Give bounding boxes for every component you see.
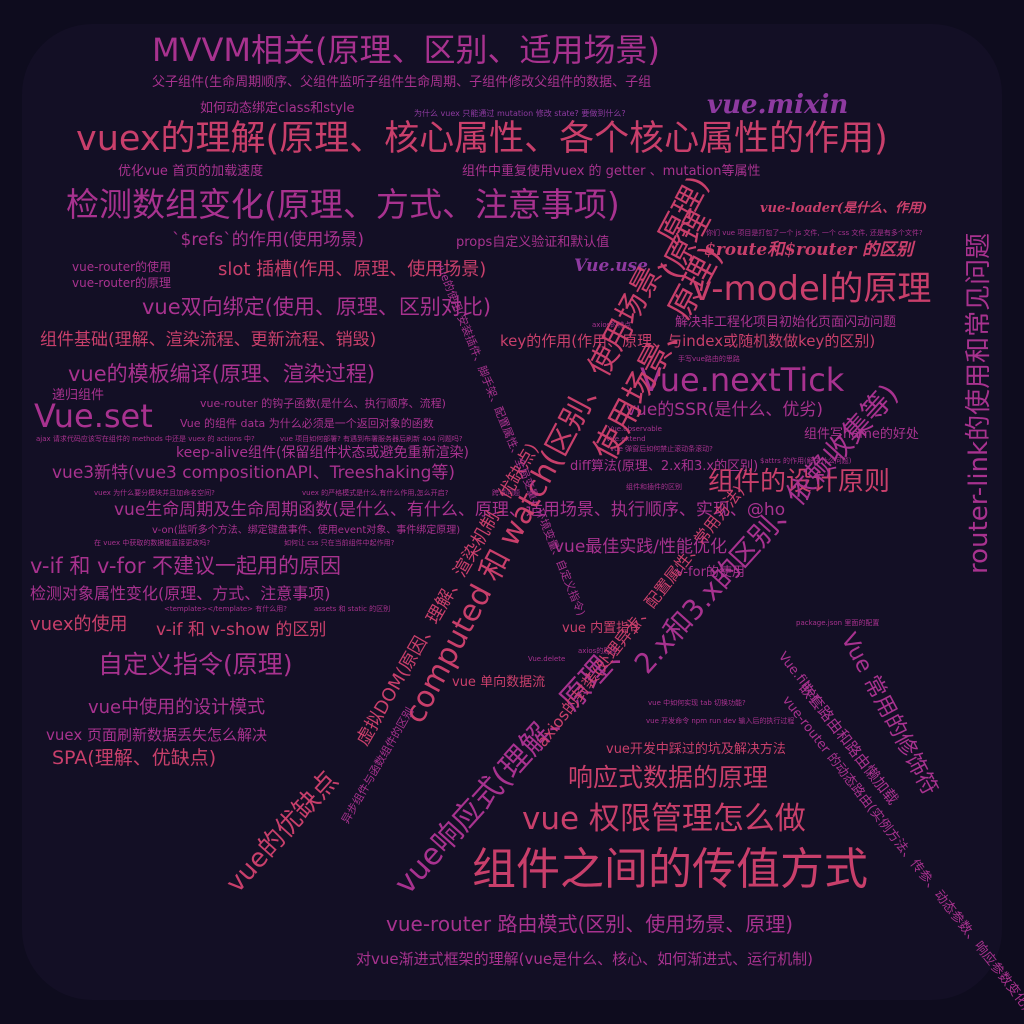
cloud-word: `$refs`的作用(使用场景) (172, 230, 364, 250)
cloud-word: props自定义验证和默认值 (456, 235, 610, 250)
cloud-word: $attrs 的作用(解决什么问题) (760, 457, 852, 465)
cloud-word: 响应式数据的原理 (568, 763, 769, 792)
cloud-word: diff算法(原理、2.x和3.x的区别) (570, 459, 759, 474)
cloud-word: 对vue渐进式框架的理解(vue是什么、核心、如何渐进式、运行机制) (356, 950, 813, 968)
cloud-word: 检测数组变化(原理、方式、注意事项) (66, 185, 620, 224)
cloud-word: vue的模板编译(原理、渲染过程) (68, 362, 376, 386)
cloud-word: 自定义指令(原理) (98, 650, 293, 679)
cloud-word: v-if 和 v-for 不建议一起用的原因 (30, 554, 342, 578)
rotated-word: router-link的使用和常见问题 (964, 232, 994, 574)
cloud-word: vue最佳实践/性能优化 (554, 537, 728, 557)
cloud-word: MVVM相关(原理、区别、适用场景) (152, 31, 660, 69)
cloud-word: Vue.extend (606, 435, 646, 443)
cloud-panel (22, 24, 1002, 1000)
cloud-word: Vue.set (34, 397, 153, 435)
cloud-word: vuex 页面刷新数据丢失怎么解决 (46, 726, 267, 744)
cloud-word: vue 项目如何部署? 有遇到布署服务器后刷新 404 问题吗? (280, 435, 463, 443)
cloud-word: v-model的原理 (692, 269, 932, 309)
cloud-word: vuex的使用 (30, 614, 128, 635)
cloud-word: vue的SSR(是什么、优劣) (626, 400, 823, 420)
cloud-word: vue-loader(是什么、作用) (760, 201, 928, 216)
cloud-word: keep-alive组件(保留组件状态或避免重新渲染) (176, 445, 469, 461)
cloud-word: vue生命周期及生命周期函数(是什么、有什么、原理、适用场景、执行顺序、实现、@… (114, 500, 786, 520)
cloud-word: 手写vue路由的思路 (678, 355, 740, 363)
cloud-word: vue-router的原理 (72, 276, 172, 290)
cloud-word: key的作用(作用、原理、与index或随机数做key的区别) (500, 332, 876, 350)
cloud-word: vuex的理解(原理、核心属性、各个核心属性的作用) (76, 119, 888, 159)
cloud-word: 组件之间的传值方式 (472, 844, 868, 895)
cloud-word: 检测对象属性变化(原理、方式、注意事项) (30, 584, 331, 603)
cloud-word: 组件基础(理解、渲染流程、更新流程、销毁) (40, 330, 377, 350)
cloud-word: $route和$router 的区别 (704, 240, 914, 260)
cloud-word: <template></template> 有什么用? (164, 605, 287, 613)
cloud-word: 为什么 vuex 只能通过 mutation 修改 state? 要做到什么? (414, 109, 626, 118)
cloud-word: package.json 里面的配置 (796, 619, 880, 627)
cloud-word: Vue.delete (528, 655, 566, 663)
cloud-word: 解决非工程化项目初始化页面闪动问题 (675, 315, 897, 330)
cloud-word: 如何动态绑定class和style (200, 101, 355, 116)
cloud-word: 跨域问题 (492, 489, 520, 497)
cloud-word: vue 中如何实现 tab 切换功能? (648, 699, 746, 707)
cloud-word: ajax 请求代码应该写在组件的 methods 中还是 vuex 的 acti… (36, 435, 255, 443)
cloud-word: vue-router 的钩子函数(是什么、执行顺序、流程) (200, 397, 446, 410)
cloud-word: 组件和插件的区别 (626, 483, 682, 491)
cloud-word: vue双向绑定(使用、原理、区别对比) (142, 295, 492, 319)
cloud-word: assets 和 static 的区别 (314, 605, 391, 613)
cloud-word: 组件的设计原则 (708, 467, 891, 497)
cloud-word: 递归组件 (52, 388, 105, 403)
cloud-word: v-if 和 v-show 的区别 (156, 620, 327, 640)
cloud-word: vue-router的使用 (72, 260, 172, 274)
cloud-word: SPA(理解、优缺点) (52, 747, 217, 769)
cloud-word: axios的特点 (592, 321, 632, 329)
cloud-word: Vue.use (574, 256, 648, 276)
cloud-word: v-on(监听多个方法、绑定键盘事件、使用event对象、事件绑定原理) (152, 525, 461, 536)
cloud-word: vue.mixin (707, 90, 849, 120)
cloud-word: Vue.nextTick (640, 361, 845, 399)
cloud-word: vue3新特(vue3 compositionAPI、Treeshaking等) (52, 463, 456, 483)
cloud-word: 优化vue 首页的加载速度 (118, 164, 264, 179)
cloud-word: vue中使用的设计模式 (88, 697, 266, 718)
cloud-word: vue 权限管理怎么做 (522, 801, 806, 837)
cloud-word: 父子组件(生命周期顺序、父组件监听子组件生命周期、子组件修改父组件的数据、子组 (152, 75, 652, 90)
cloud-word: slot 插槽(作用、原理、使用场景) (218, 259, 487, 280)
cloud-word: 你们 vue 项目是打包了一个 js 文件, 一个 css 文件, 还是有多个文… (706, 229, 923, 237)
cloud-word: 组件中重复使用vuex 的 getter 、mutation等属性 (462, 164, 761, 179)
cloud-word: v-for的使用 (676, 565, 745, 580)
cloud-word: vuex 的严格模式是什么,有什么作用,怎么开启? (302, 489, 449, 497)
cloud-word: Vue.observable (608, 425, 662, 433)
cloud-word: vue 单向数据流 (452, 675, 546, 690)
cloud-word: vue-router 路由模式(区别、使用场景、原理) (386, 912, 794, 936)
cloud-word: Vue 的组件 data 为什么必须是一个返回对象的函数 (180, 417, 434, 430)
cloud-word: vue 弹窗后如何禁止滚动条滚动? (610, 445, 713, 453)
cloud-word: axios的原理 (578, 647, 618, 655)
cloud-word: vuex 为什么要分模块并且加命名空间? (94, 489, 215, 497)
cloud-word: 组件写name的好处 (804, 427, 919, 442)
cloud-word: 如何让 css 只在当前组件中起作用? (284, 539, 395, 547)
cloud-word: vue 开发命令 npm run dev 输入后的执行过程 (646, 717, 795, 725)
cloud-word: vue 内置指令 (562, 621, 643, 636)
cloud-word: vue开发中踩过的坑及解决方法 (606, 742, 786, 757)
cloud-word: 在 vuex 中获取的数据能直接更改吗? (94, 539, 211, 547)
